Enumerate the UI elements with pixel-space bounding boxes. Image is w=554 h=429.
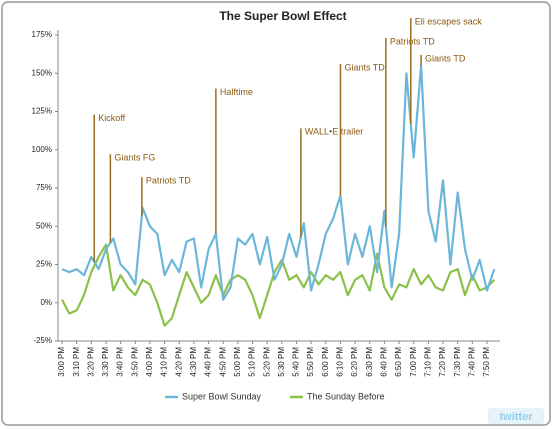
x-tick-label: 5:30 PM [277,347,286,377]
x-tick-label: 7:10 PM [423,347,432,377]
series-line [61,64,496,301]
y-tick-label: 50% [36,221,52,230]
x-tick-label: 6:50 PM [394,347,403,377]
y-tick-label: 0% [40,298,52,307]
x-tick-label: 7:50 PM [482,347,491,377]
x-tick-label: 6:20 PM [350,347,359,377]
badge-box [488,408,544,424]
chart-title: The Super Bowl Effect [219,9,346,23]
x-tick-label: 4:10 PM [160,347,169,377]
x-tick-label: 6:40 PM [380,347,389,377]
badge: twitter [500,411,534,423]
annotation-label: Halftime [220,87,253,97]
y-tick-label: 150% [32,68,52,77]
x-tick-label: 7:30 PM [453,347,462,377]
x-tick-label: 4:30 PM [189,347,198,377]
annotation-label: Giants TD [425,53,466,63]
annotation-label: Patriots TD [146,176,191,186]
x-tick-label: 4:00 PM [145,347,154,377]
x-tick-label: 7:20 PM [438,347,447,377]
x-tick-label: 5:00 PM [233,347,242,377]
y-tick-label: 25% [36,260,52,269]
x-tick-label: 7:40 PM [467,347,476,377]
x-tick-label: 3:30 PM [101,347,110,377]
x-tick-label: 3:50 PM [130,347,139,377]
y-tick-label: 100% [32,145,52,154]
x-tick-label: 3:00 PM [57,347,66,377]
legend-label: The Sunday Before [307,391,385,401]
x-tick-label: 3:40 PM [116,347,125,377]
y-tick-label: 175% [32,30,52,39]
x-tick-label: 4:40 PM [204,347,213,377]
x-tick-label: 5:10 PM [248,347,257,377]
legend-label: Super Bowl Sunday [182,391,262,401]
series-line [61,243,496,327]
annotation-label: WALL•E trailer [305,127,363,137]
annotation-label: Eli escapes sack [415,17,483,27]
x-tick-label: 6:10 PM [336,347,345,377]
annotation-label: Patriots TD [390,36,435,46]
x-tick-label: 5:20 PM [262,347,271,377]
x-tick-label: 4:50 PM [218,347,227,377]
x-tick-label: 6:30 PM [365,347,374,377]
y-tick-label: -25% [33,336,52,345]
y-tick-label: 75% [36,183,52,192]
x-tick-label: 3:20 PM [86,347,95,377]
annotation-label: Giants TD [344,62,385,72]
x-tick-label: 6:00 PM [321,347,330,377]
annotation-label: Giants FG [114,153,155,163]
x-tick-label: 5:40 PM [292,347,301,377]
x-tick-label: 4:20 PM [174,347,183,377]
y-tick-label: 125% [32,107,52,116]
x-tick-label: 5:50 PM [306,347,315,377]
annotation-label: Kickoff [98,113,125,123]
x-tick-label: 3:10 PM [72,347,81,377]
x-tick-label: 7:00 PM [409,347,418,377]
